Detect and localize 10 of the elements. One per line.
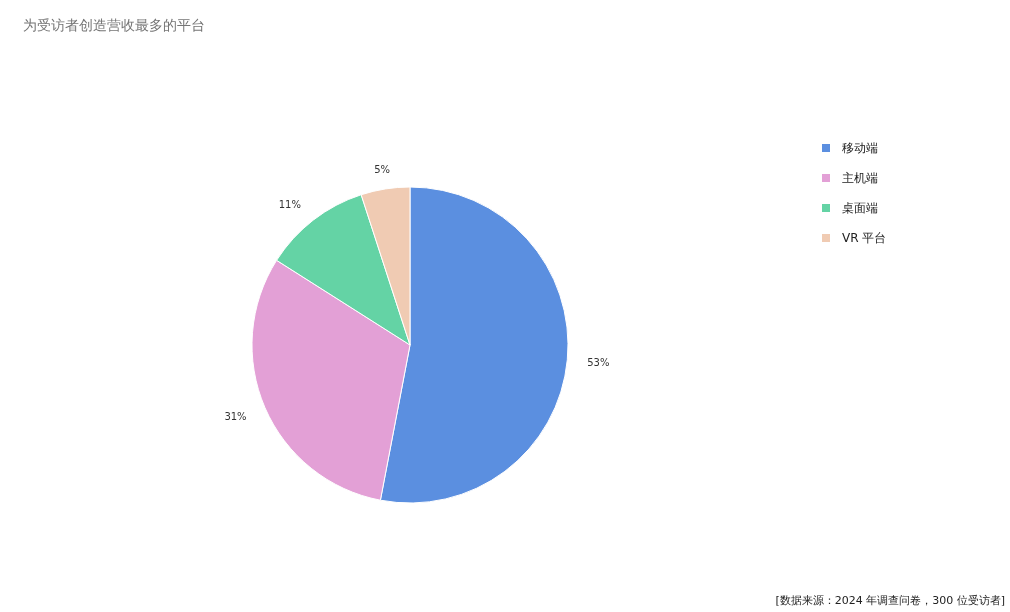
data-label: 53% (587, 356, 610, 368)
legend-label: 移动端 (842, 141, 878, 155)
text: [数据来源：2024 年调查问卷，300 位受访者] (775, 594, 1005, 607)
data-label: 31% (224, 410, 247, 422)
data-label: 11% (278, 199, 301, 211)
chart-title: 为受访者创造营收最多的平台 (23, 17, 205, 33)
legend-label: VR 平台 (842, 231, 887, 245)
legend-label: 桌面端 (842, 201, 878, 215)
data-label: 5% (374, 164, 391, 176)
legend-label: 主机端 (842, 171, 878, 185)
